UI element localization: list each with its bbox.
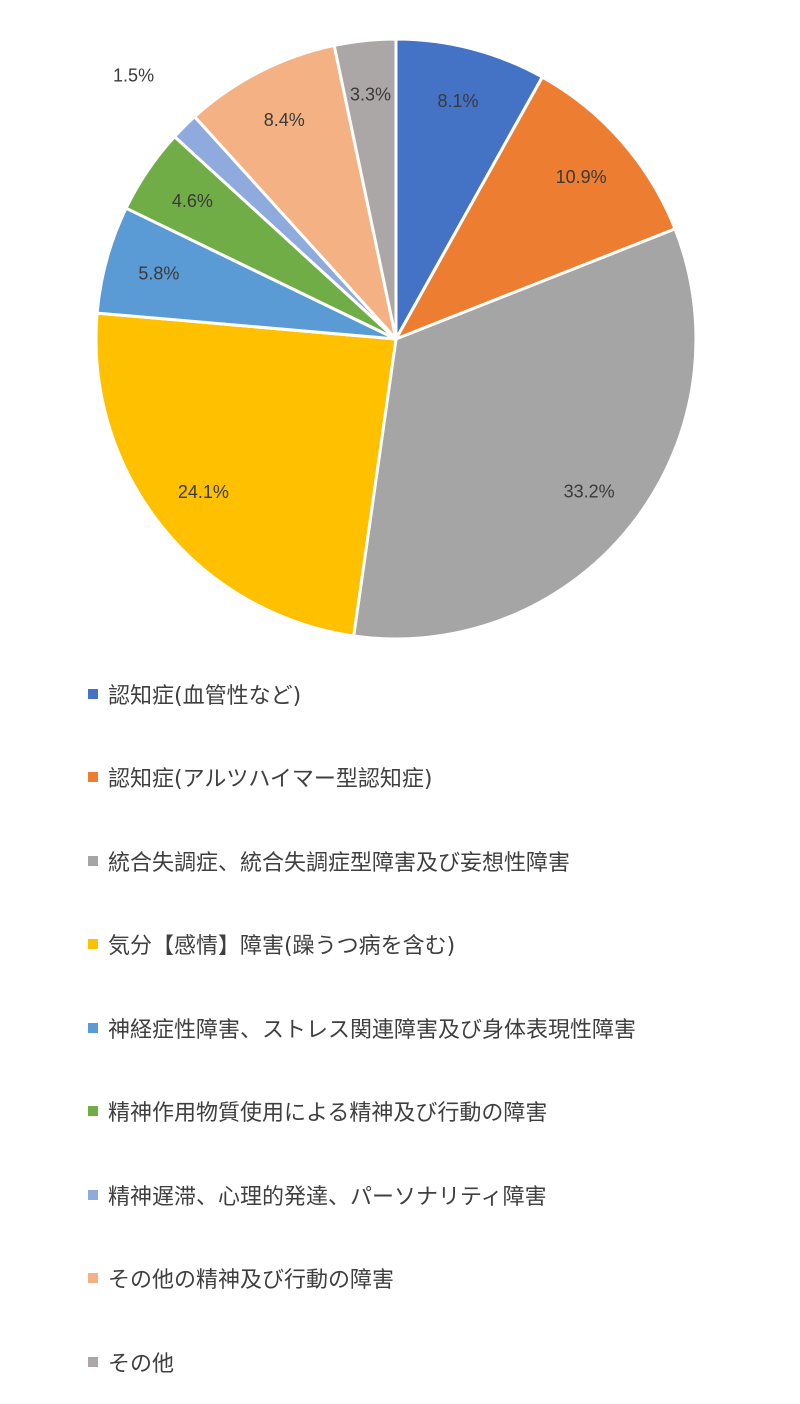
slice-data-label: 1.5% bbox=[113, 65, 154, 85]
legend-item: 精神遅滞、心理的発達、パーソナリティ障害 bbox=[88, 1153, 788, 1237]
pie-slice bbox=[193, 43, 398, 341]
slice-data-label: 5.8% bbox=[138, 264, 179, 284]
legend-label: 認知症(血管性など) bbox=[108, 683, 302, 709]
legend-swatch bbox=[88, 772, 98, 783]
pie-slice bbox=[394, 75, 677, 341]
slice-data-label: 33.2% bbox=[564, 481, 615, 501]
legend-label: 統合失調症、統合失調症型障害及び妄想性障害 bbox=[108, 850, 571, 876]
pie-slice bbox=[394, 37, 544, 341]
legend-label: 神経症性障害、ストレス関連障害及び身体表現性障害 bbox=[108, 1017, 637, 1043]
slice-data-label: 24.1% bbox=[178, 482, 229, 502]
slice-data-label: 10.9% bbox=[556, 167, 607, 187]
pie-data-labels: 8.1% 10.9% 33.2% 24.1% 5.8% 4.6% 1.5% 8.4% 3.3% bbox=[113, 65, 615, 502]
pie-slice bbox=[332, 37, 398, 341]
legend-swatch bbox=[88, 1273, 98, 1284]
legend-swatch bbox=[88, 1356, 98, 1367]
legend-item: 精神作用物質使用による精神及び行動の障害 bbox=[88, 1070, 788, 1154]
legend-swatch bbox=[88, 1106, 98, 1117]
pie-slices bbox=[94, 37, 698, 641]
legend-swatch bbox=[88, 1189, 98, 1200]
legend-item: その他の精神及び行動の障害 bbox=[88, 1237, 788, 1321]
legend-swatch bbox=[88, 688, 98, 699]
legend-item: 統合失調症、統合失調症型障害及び妄想性障害 bbox=[88, 819, 788, 903]
chart-legend: 認知症(血管性など) 認知症(アルツハイマー型認知症) 統合失調症、統合失調症型障害… bbox=[88, 652, 788, 1404]
legend-item: 認知症(アルツハイマー型認知症) bbox=[88, 736, 788, 820]
pie-chart: 8.1% 10.9% 33.2% 24.1% 5.8% 4.6% 1.5% 8.4% 3.3% bbox=[94, 37, 698, 641]
legend-label: 精神遅滞、心理的発達、パーソナリティ障害 bbox=[108, 1184, 547, 1210]
slice-data-label: 3.3% bbox=[350, 84, 391, 104]
pie-slice bbox=[94, 311, 398, 638]
legend-item: 気分【感情】障害(躁うつ病を含む) bbox=[88, 903, 788, 987]
pie-slice bbox=[352, 227, 698, 641]
legend-label: 気分【感情】障害(躁うつ病を含む) bbox=[108, 934, 456, 960]
legend-swatch bbox=[88, 855, 98, 866]
legend-label: その他 bbox=[108, 1351, 175, 1377]
legend-label: 精神作用物質使用による精神及び行動の障害 bbox=[108, 1101, 548, 1127]
legend-label: その他の精神及び行動の障害 bbox=[108, 1268, 395, 1294]
legend-item: 認知症(血管性など) bbox=[88, 652, 788, 736]
legend-item: その他 bbox=[88, 1320, 788, 1404]
slice-data-label: 4.6% bbox=[172, 191, 213, 211]
legend-swatch bbox=[88, 1022, 98, 1033]
slice-data-label: 8.1% bbox=[437, 91, 478, 111]
legend-item: 神経症性障害、ストレス関連障害及び身体表現性障害 bbox=[88, 986, 788, 1070]
legend-label: 認知症(アルツハイマー型認知症) bbox=[108, 767, 433, 793]
legend-swatch bbox=[88, 939, 98, 950]
slice-data-label: 8.4% bbox=[264, 110, 305, 130]
